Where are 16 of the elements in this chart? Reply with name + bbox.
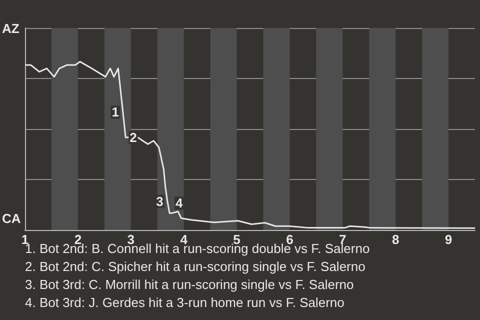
text: 4. Bot 3rd: J. Gerdes hit a 3-run home run vs F. Salerno [25, 295, 344, 310]
x-tick-label: 8 [392, 232, 400, 247]
text: AZ [2, 21, 20, 36]
text: 2. Bot 2nd: C. Spicher hit a run-scoring single vs F. Salerno [25, 259, 366, 274]
x-tick-label: 6 [286, 232, 294, 247]
text: CA [2, 211, 22, 226]
x-tick-label: 9 [444, 232, 452, 247]
x-tick-label: 3 [127, 232, 134, 247]
text: 3. Bot 3rd: C. Morrill hit a run-scoring single vs F. Salerno [25, 277, 354, 292]
annotation: 4 [176, 196, 184, 211]
x-tick-label: 4 [180, 232, 188, 247]
x-tick-label: 2 [74, 232, 82, 247]
annotation: 2 [130, 130, 137, 145]
annotation: 3 [156, 194, 164, 209]
annotation: 1 [112, 104, 119, 120]
x-tick-label: 5 [233, 232, 240, 247]
